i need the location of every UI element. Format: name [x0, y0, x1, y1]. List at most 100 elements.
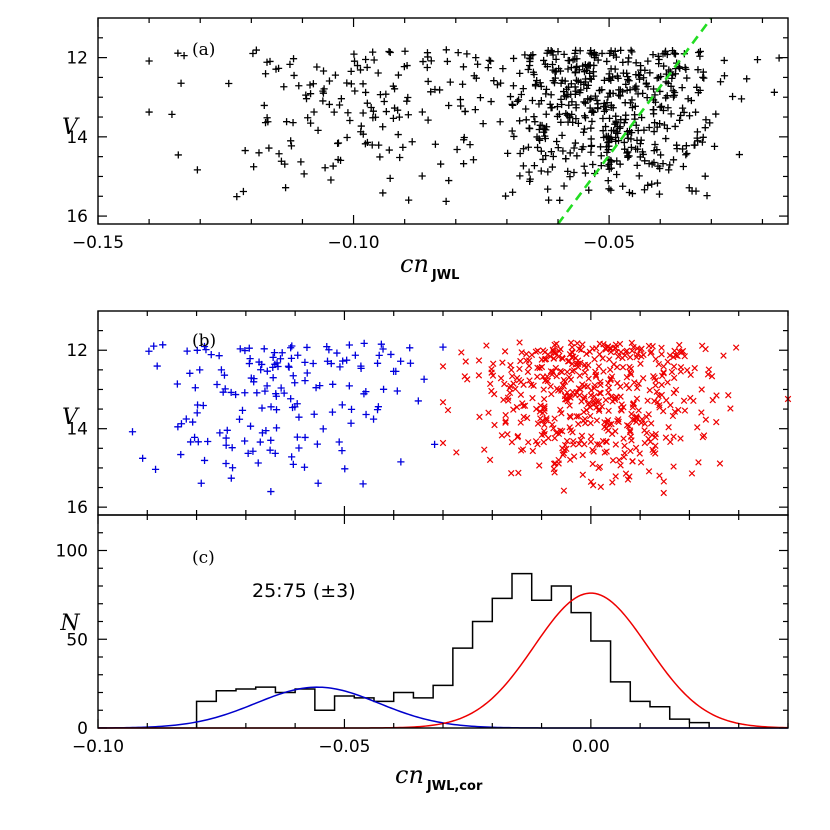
data-point — [581, 114, 590, 122]
data-point — [222, 441, 230, 449]
data-point — [605, 407, 612, 415]
data-point — [533, 405, 540, 413]
data-point — [561, 378, 569, 385]
data-point — [606, 74, 614, 83]
data-point — [542, 85, 551, 93]
data-point — [479, 119, 487, 128]
data-point — [548, 371, 556, 378]
data-point — [222, 434, 230, 442]
data-point — [656, 164, 664, 173]
data-point — [396, 153, 404, 162]
data-point — [655, 392, 662, 400]
data-point — [302, 95, 311, 103]
data-point — [389, 114, 397, 122]
data-point — [261, 70, 270, 78]
data-point — [567, 63, 576, 72]
data-point — [587, 392, 595, 399]
data-point — [360, 390, 368, 398]
data-point — [475, 372, 483, 379]
data-point — [617, 393, 624, 400]
data-point — [651, 433, 659, 441]
data-point — [627, 369, 634, 376]
data-point — [389, 82, 397, 90]
data-point — [541, 405, 548, 412]
data-point — [497, 79, 505, 87]
data-point — [424, 116, 432, 124]
data-point — [517, 378, 525, 386]
data-point — [615, 416, 622, 423]
data-point — [566, 456, 574, 463]
data-point — [581, 415, 589, 423]
data-point — [323, 357, 332, 365]
data-point — [710, 142, 719, 151]
data-point — [257, 366, 265, 374]
data-point — [645, 468, 653, 475]
data-point — [607, 156, 615, 165]
panel-c-ylabel: N — [59, 611, 80, 636]
data-point — [699, 73, 707, 81]
data-point — [418, 108, 426, 116]
data-point — [580, 80, 588, 88]
data-point — [488, 369, 495, 376]
data-point — [669, 156, 678, 164]
data-point — [493, 81, 502, 89]
data-point — [677, 364, 685, 371]
data-point — [609, 51, 618, 59]
data-point — [610, 126, 618, 135]
data-point — [557, 95, 565, 103]
data-point — [272, 406, 281, 414]
data-point — [382, 107, 390, 116]
data-point — [319, 67, 328, 75]
data-point — [572, 354, 579, 362]
data-point — [319, 425, 327, 433]
data-point — [612, 119, 620, 127]
data-point — [476, 413, 483, 421]
data-point — [191, 384, 199, 392]
data-point — [620, 138, 628, 147]
data-point — [607, 47, 615, 55]
data-point — [518, 349, 525, 356]
data-point — [173, 380, 181, 388]
data-point — [651, 98, 660, 106]
data-point — [287, 354, 296, 362]
data-point — [687, 371, 694, 379]
data-point — [663, 124, 671, 133]
data-point — [524, 143, 533, 151]
panel-a-divider-line — [556, 17, 713, 225]
data-point — [288, 453, 296, 461]
data-point — [541, 407, 548, 415]
data-point — [544, 168, 552, 176]
data-point — [672, 386, 680, 394]
data-point — [603, 425, 610, 432]
panel-b-ticks: 12 14 16 — [66, 311, 789, 518]
data-point — [585, 375, 592, 382]
data-point — [564, 65, 572, 73]
data-point — [519, 85, 527, 93]
data-point — [186, 369, 194, 377]
panel-c-tag: (c) — [192, 548, 215, 568]
y-tick-label: 12 — [66, 341, 88, 361]
data-point — [347, 419, 355, 427]
data-point — [439, 363, 447, 370]
data-point — [579, 143, 587, 151]
data-point — [656, 472, 663, 479]
data-point — [325, 77, 334, 85]
data-point — [572, 76, 581, 84]
data-point — [443, 57, 451, 66]
data-point — [338, 401, 346, 409]
data-point — [397, 458, 405, 466]
data-point — [575, 413, 582, 420]
data-point — [269, 353, 277, 361]
data-point — [193, 166, 201, 174]
data-point — [625, 127, 634, 135]
data-point — [606, 356, 613, 363]
panel-a-ticks: 12 14 16 −0.15 −0.10 −0.05 — [66, 18, 788, 253]
data-point — [670, 91, 678, 99]
data-point — [267, 487, 275, 496]
data-point — [703, 191, 711, 200]
data-point — [600, 99, 608, 108]
data-point — [596, 441, 603, 448]
data-point — [514, 433, 521, 441]
data-point — [300, 463, 309, 471]
data-point — [716, 460, 724, 467]
